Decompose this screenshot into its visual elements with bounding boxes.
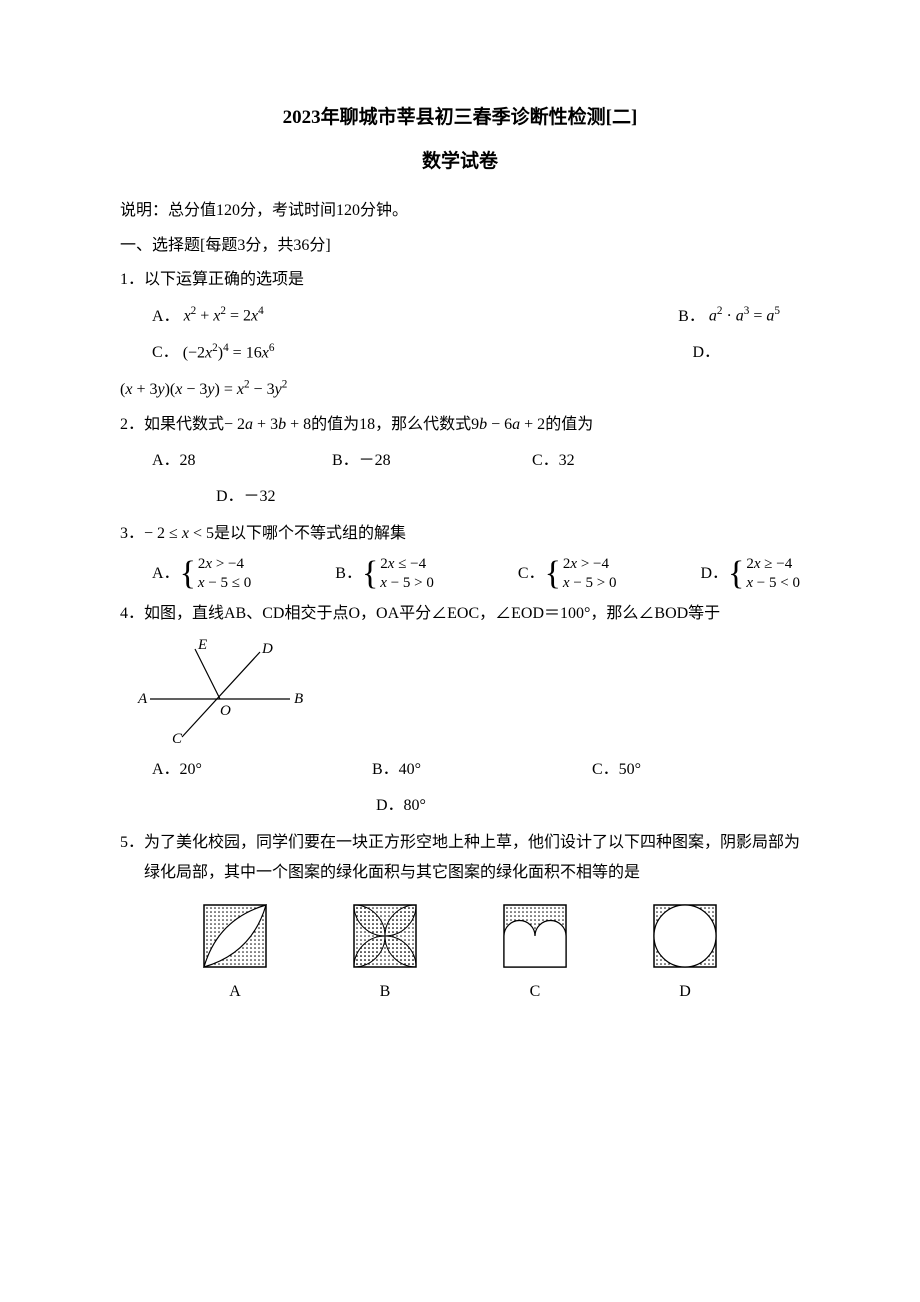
q3-d2: x − 5 < 0 xyxy=(746,574,800,593)
q5-label-a: A xyxy=(229,977,241,1007)
q1-b-math: a2 · a3 = a5 xyxy=(709,301,780,332)
q1-opt-a: A． x2 + x2 = 2x4 xyxy=(152,301,264,332)
q1-row2: C． (−2x2)4 = 16x6 D． xyxy=(120,338,800,369)
q4-label-e: E xyxy=(197,637,207,653)
q2-opt-c: C．32 xyxy=(532,446,575,476)
q3-range: − 2 ≤ x < 5 xyxy=(144,519,214,549)
q4-label-a: A xyxy=(137,691,148,707)
q3-opts: A． { 2x > −4 x − 5 ≤ 0 B． { 2x ≤ −4 x − … xyxy=(120,555,800,593)
q3-c1: 2x > −4 xyxy=(563,555,617,574)
q3-b1: 2x ≤ −4 xyxy=(380,555,434,574)
q5-fig-a: A xyxy=(198,899,272,1007)
q1-d-cont: (x + 3y)(x − 3y) = x2 − 3y2 xyxy=(120,375,800,406)
q4-opt-a: A．20° xyxy=(152,755,372,785)
exam-subtitle: 数学试卷 xyxy=(120,144,800,180)
q3-c2: x − 5 > 0 xyxy=(563,574,617,593)
q4-opt-d: D．80° xyxy=(376,791,426,821)
q1-a-math: x2 + x2 = 2x4 xyxy=(184,301,264,332)
q2-opt-b: B．－28 xyxy=(332,446,532,476)
q4-stem: 4．如图，直线AB、CD相交于点O，OA平分∠EOC，∠EOD＝100°，那么∠… xyxy=(120,599,800,629)
q1-d-math: (x + 3y)(x − 3y) = x2 − 3y2 xyxy=(120,381,287,398)
q3-opt-a: A． { 2x > −4 x − 5 ≤ 0 xyxy=(152,555,251,593)
q3-a1: 2x > −4 xyxy=(198,555,251,574)
q3-opt-d: D． { 2x ≥ −4 x − 5 < 0 xyxy=(700,555,799,593)
q5-fig-d: D xyxy=(648,899,722,1007)
q3-d1: 2x ≥ −4 xyxy=(746,555,800,574)
instructions: 说明：总分值120分，考试时间120分钟。 xyxy=(120,196,800,226)
q5-fig-b: B xyxy=(348,899,422,1007)
q1-opt-d: D． xyxy=(692,338,720,368)
q5-label-d: D xyxy=(679,977,691,1007)
q4-row2: D．80° xyxy=(120,791,800,821)
q4-label-b: B xyxy=(294,691,303,707)
q4-figure: A B C D E O xyxy=(120,637,800,747)
q4-row1: A．20° B．40° C．50° xyxy=(120,755,800,785)
q5-label-c: C xyxy=(530,977,541,1007)
q4-opt-c: C．50° xyxy=(592,755,641,785)
q2-row2: D．－32 xyxy=(120,482,800,512)
q3-opt-b: B． { 2x ≤ −4 x − 5 > 0 xyxy=(335,555,434,593)
q3-opt-c: C． { 2x > −4 x − 5 > 0 xyxy=(518,555,617,593)
q4-label-c: C xyxy=(172,731,183,747)
q2-expr1: − 2a + 3b + 8 xyxy=(224,410,311,440)
q4-opt-b: B．40° xyxy=(372,755,592,785)
q1-opt-b: B． a2 · a3 = a5 xyxy=(678,301,780,332)
q5-figures: A B C D xyxy=(120,899,800,1007)
q5-stem: 5．为了美化校园，同学们要在一块正方形空地上种上草，他们设计了以下四种图案，阴影… xyxy=(120,828,800,889)
q5-fig-c: C xyxy=(498,899,572,1007)
q4-label-d: D xyxy=(261,641,273,657)
q3-b2: x − 5 > 0 xyxy=(380,574,434,593)
q1-row1: A． x2 + x2 = 2x4 B． a2 · a3 = a5 xyxy=(120,301,800,332)
q4-label-o: O xyxy=(220,703,231,719)
q3-stem: 3． − 2 ≤ x < 5 是以下哪个不等式组的解集 xyxy=(120,519,800,549)
q1-opt-c: C． (−2x2)4 = 16x6 xyxy=(152,338,274,369)
q2-opt-d: D．－32 xyxy=(216,482,276,512)
q2-expr2: 9b − 6a + 2 xyxy=(471,410,545,440)
q5-label-b: B xyxy=(380,977,391,1007)
q2-stem: 2．如果代数式 − 2a + 3b + 8 的值为18，那么代数式 9b − 6… xyxy=(120,410,800,440)
exam-title: 2023年聊城市莘县初三春季诊断性检测[二] xyxy=(120,100,800,136)
q1-stem: 1．以下运算正确的选项是 xyxy=(120,265,800,295)
q2-row1: A．28 B．－28 C．32 xyxy=(120,446,800,476)
q1-c-math: (−2x2)4 = 16x6 xyxy=(183,338,275,369)
q2-opt-a: A．28 xyxy=(152,446,332,476)
q3-a2: x − 5 ≤ 0 xyxy=(198,574,251,593)
section-1-header: 一、选择题[每题3分，共36分] xyxy=(120,231,800,261)
